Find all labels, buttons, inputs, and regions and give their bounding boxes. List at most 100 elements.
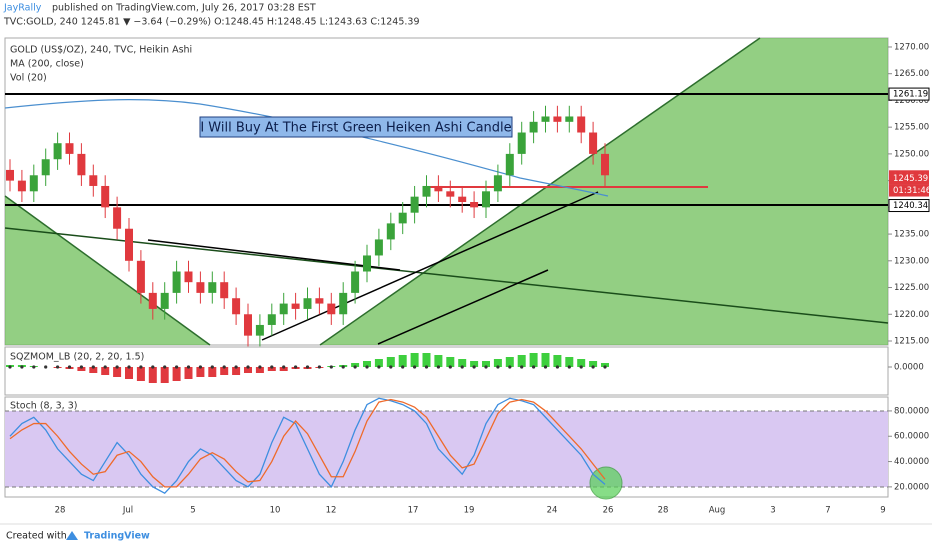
squeeze-dot <box>103 365 107 369</box>
momentum-bar <box>422 353 431 367</box>
momentum-title: SQZMOM_LB (20, 2, 20, 1.5) <box>10 352 144 363</box>
momentum-bar <box>386 357 395 367</box>
y-tick-label: 1225.00 <box>894 283 929 293</box>
price-badge <box>889 172 929 185</box>
momentum-bar <box>541 353 550 367</box>
y-tick-label: 60.0000 <box>894 432 929 442</box>
price-badge-label: 1240.34 <box>893 201 928 211</box>
candle-body <box>17 180 26 192</box>
momentum-bar <box>505 357 514 367</box>
candle-body <box>172 271 181 293</box>
squeeze-dot <box>353 365 357 369</box>
candle-body <box>386 223 395 240</box>
annotation: I Will Buy At The First Green Heiken Ash… <box>200 121 511 136</box>
x-tick-label: 12 <box>326 506 337 516</box>
squeeze-dot <box>508 365 512 369</box>
x-tick-label: 9 <box>880 506 885 516</box>
momentum-bar <box>517 355 526 367</box>
candle-body <box>29 175 38 192</box>
stoch-line <box>9 398 606 488</box>
candle-body <box>279 303 288 315</box>
footer-brand: TradingView <box>84 531 150 542</box>
candle-body <box>577 116 586 133</box>
price-badge-label: 1261.19 <box>893 90 928 100</box>
momentum-bar <box>529 353 538 367</box>
momentum-bar <box>398 355 407 367</box>
candle-body <box>505 153 514 176</box>
candle-body <box>6 169 14 181</box>
squeeze-dot <box>567 365 571 369</box>
y-tick-label: 20.0000 <box>894 482 929 492</box>
momentum-bar <box>493 359 502 367</box>
squeeze-dot <box>91 365 95 369</box>
footer-text: Created with <box>6 531 67 542</box>
candle-body <box>220 282 229 299</box>
momentum-bar <box>374 359 383 367</box>
candle-body <box>529 121 538 133</box>
candle-body <box>244 314 252 336</box>
candle-body <box>351 271 360 293</box>
x-tick-label: 28 <box>658 506 669 516</box>
trend-line <box>319 37 761 346</box>
momentum-bar <box>113 367 122 377</box>
squeeze-dot <box>282 365 286 369</box>
candle-body <box>196 282 205 293</box>
candle-body <box>232 298 241 315</box>
momentum-bar <box>279 367 288 371</box>
squeeze-dot <box>8 365 12 369</box>
x-tick-label: 17 <box>408 506 419 516</box>
squeeze-dot <box>175 365 179 369</box>
squeeze-dot <box>151 365 155 369</box>
x-tick-label: 28 <box>55 506 66 516</box>
momentum-bar <box>482 361 490 367</box>
x-tick-label: 7 <box>825 506 830 516</box>
momentum-bar <box>446 357 455 367</box>
squeeze-dot <box>543 365 548 369</box>
candle-body <box>255 324 264 336</box>
squeeze-dot <box>555 365 560 369</box>
momentum-bar <box>565 357 574 367</box>
squeeze-dot <box>532 365 536 369</box>
candle-body <box>113 207 122 229</box>
x-tick-label: Aug <box>709 506 726 516</box>
y-tick-label: 1215.00 <box>894 336 929 346</box>
momentum-bar <box>89 367 98 373</box>
squeeze-dot <box>258 365 262 369</box>
momentum-bar <box>363 361 371 367</box>
momentum-bar <box>136 367 145 381</box>
candle-body <box>363 255 371 272</box>
momentum-panel <box>4 346 889 396</box>
squeeze-dot <box>436 365 440 369</box>
squeeze-dot <box>389 365 393 369</box>
main-title: GOLD (US$/OZ), 240, TVC, Heikin Ashi <box>10 45 192 56</box>
stoch-line <box>9 397 606 495</box>
candle-body <box>315 298 324 304</box>
candle-body <box>327 303 336 315</box>
trend-line <box>261 191 599 341</box>
candle-body <box>601 153 609 176</box>
candle-body <box>482 191 490 208</box>
momentum-bar <box>220 367 229 375</box>
candle-body <box>125 228 133 261</box>
momentum-bar <box>77 367 86 371</box>
y-tick-label: 1235.00 <box>894 230 929 240</box>
squeeze-dot <box>246 365 250 369</box>
x-tick-label: 5 <box>190 506 195 516</box>
candle-body <box>65 143 74 154</box>
squeeze-dot <box>317 365 321 369</box>
squeeze-dot <box>56 365 60 369</box>
candle-body <box>148 292 157 309</box>
momentum-bar <box>196 367 205 377</box>
momentum-bar <box>125 367 133 379</box>
squeeze-dot <box>32 365 36 369</box>
candle-body <box>303 298 312 309</box>
candle-body <box>458 196 467 203</box>
trend-line <box>4 227 889 324</box>
x-tick-label: 24 <box>547 506 558 516</box>
squeeze-dot <box>365 365 369 369</box>
price-badge-label: 1245.39 <box>893 174 928 184</box>
squeeze-dot <box>496 365 500 369</box>
ticker: TVC:GOLD, 240 1245.81 ▼ −3.64 (−0.29%) O… <box>3 17 420 28</box>
squeeze-dot <box>579 365 583 369</box>
